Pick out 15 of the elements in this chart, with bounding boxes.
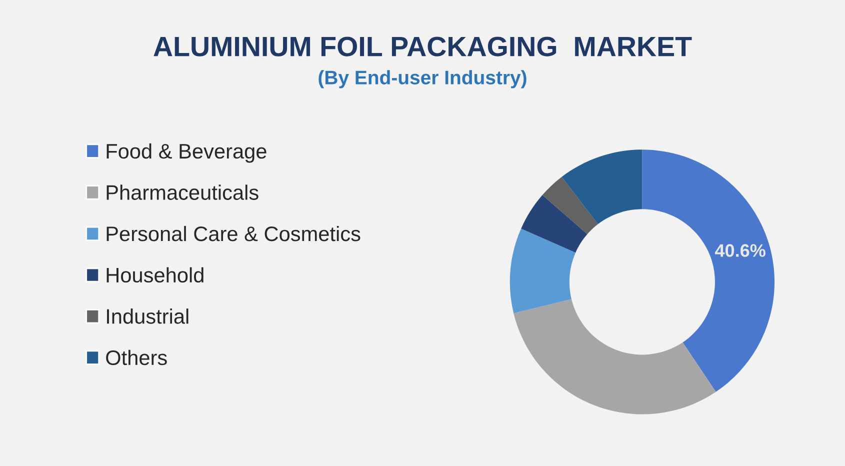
donut-slice: [642, 150, 775, 392]
legend-label: Industrial: [107, 308, 188, 324]
chart-title: ALUMINIUM FOIL PACKAGING MARKET: [154, 36, 692, 56]
donut-slice: [521, 195, 588, 253]
donut-slice: [514, 299, 716, 414]
legend-label: Household: [106, 267, 204, 283]
donut-slice: [510, 228, 576, 314]
donut-slice: [562, 150, 642, 224]
legend-label: Personal Care & Cosmetics: [106, 226, 360, 242]
legend-label: Food & Beverage: [106, 143, 266, 163]
legend-label: Pharmaceuticals: [106, 184, 258, 200]
data-label: 40.6%: [715, 244, 766, 257]
donut-slice: [542, 176, 598, 234]
legend-label: Others: [106, 350, 167, 366]
chart-subtitle: (By End-user Industry): [318, 70, 526, 88]
